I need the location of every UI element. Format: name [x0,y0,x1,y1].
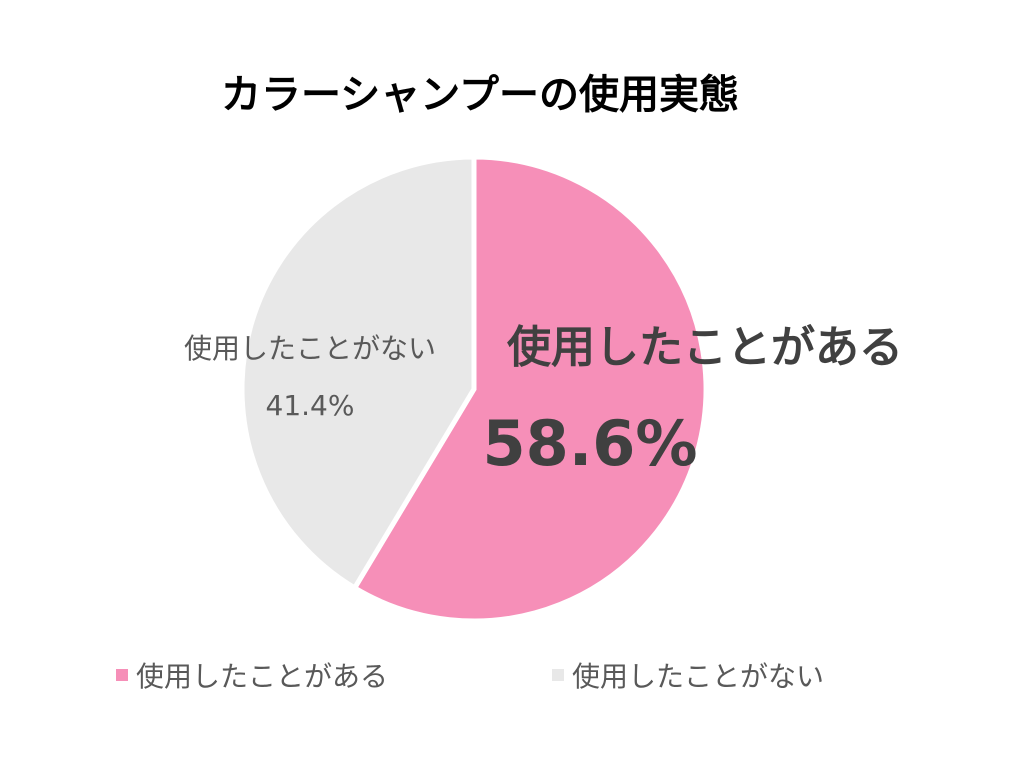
data-label-category: 使用したことがない [184,332,436,365]
legend-swatch [552,669,564,681]
data-label-category: 使用したことがある [507,322,903,373]
data-label-value: 58.6% [482,407,697,480]
legend-item-0: 使用したことがある [116,655,388,695]
chart-title: カラーシャンプーの使用実態 [221,72,739,118]
pie-slice-0 [351,154,709,624]
legend-item-1: 使用したことがない [552,655,824,695]
legend-label: 使用したことがない [572,660,825,693]
pie-slice-1 [239,154,477,592]
data-label-value: 41.4% [266,389,355,422]
legend-swatch [116,669,128,681]
legend-label: 使用したことがある [136,660,389,693]
